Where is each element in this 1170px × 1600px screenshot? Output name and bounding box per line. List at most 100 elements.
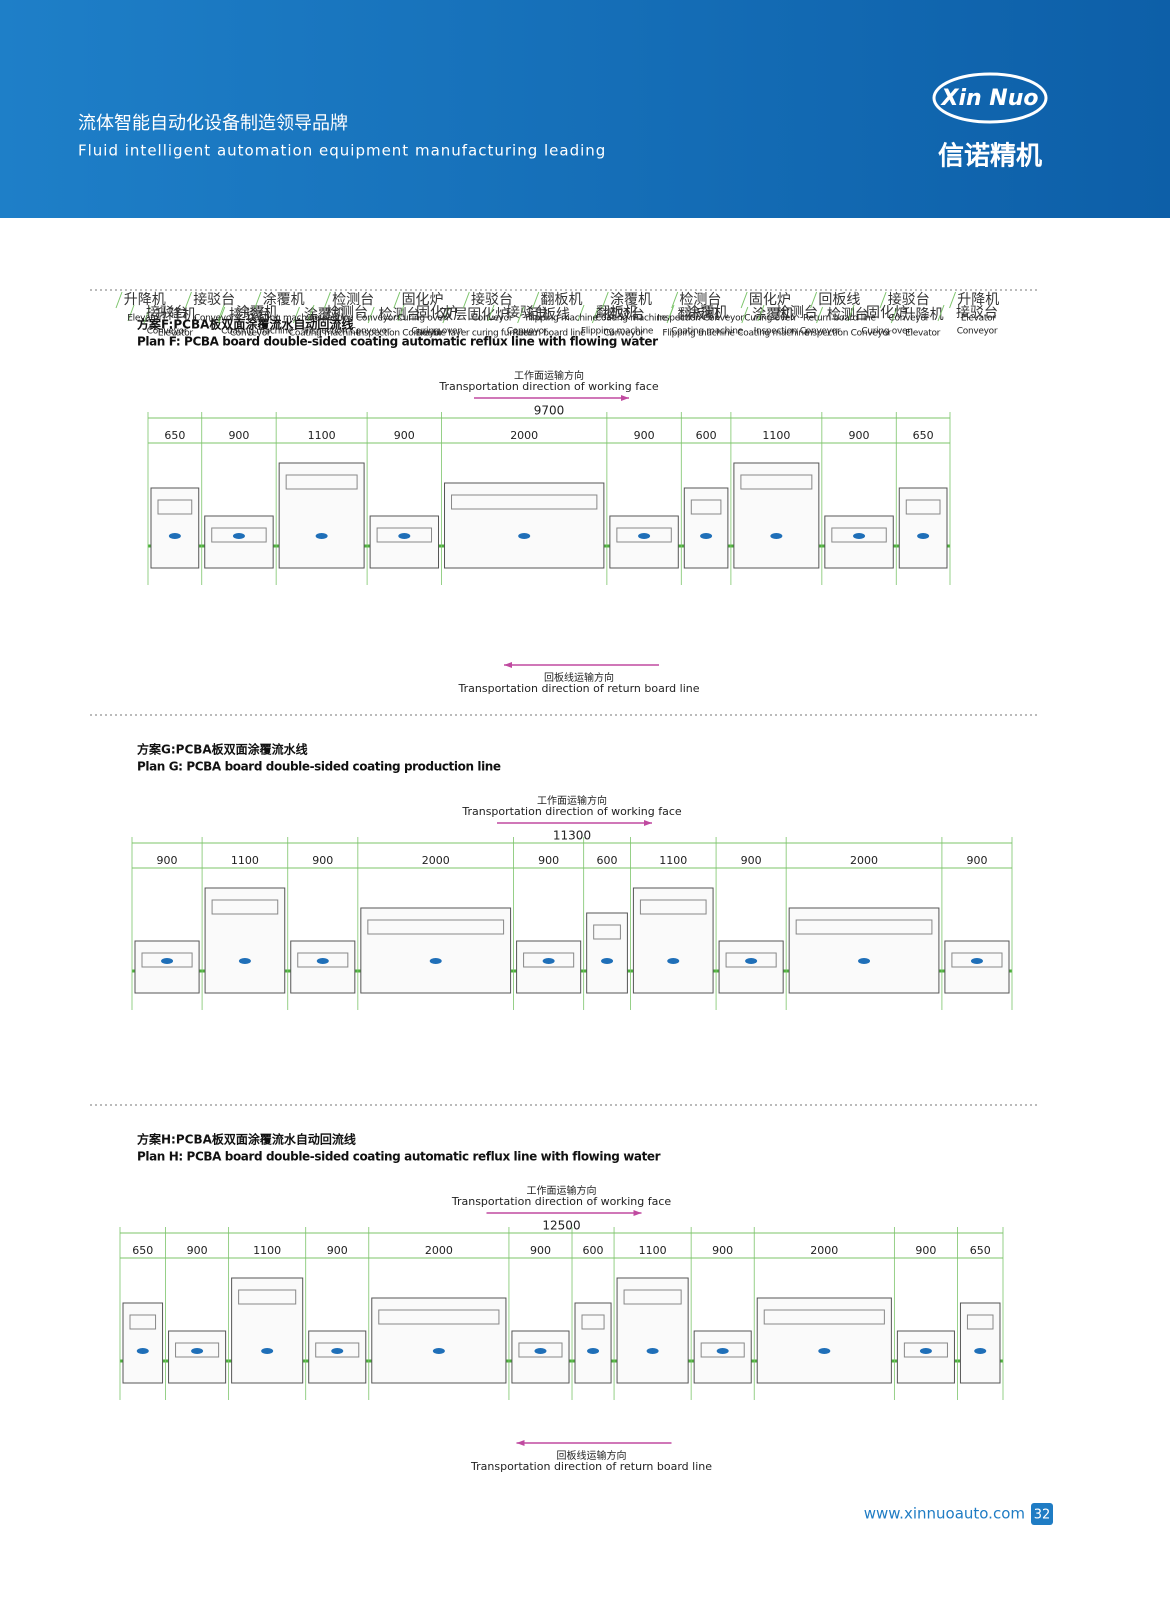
label-slash <box>577 304 585 322</box>
machine-logo <box>770 533 783 539</box>
label-slash <box>810 291 818 309</box>
machine-cn: 涂覆机 <box>236 305 278 321</box>
machine-logo <box>331 1348 344 1354</box>
machine-panel <box>795 919 933 935</box>
machine-en: Inspection Conveyor <box>304 327 391 337</box>
machine-cn: 检测台 <box>679 292 721 308</box>
label-slash <box>667 304 675 322</box>
machine-panel <box>831 527 887 543</box>
machine-cn: 检测台 <box>379 307 421 323</box>
arrow-head <box>504 662 512 668</box>
machine-en: Coating machine <box>671 327 744 337</box>
machine-en: Elevator <box>905 329 941 339</box>
plan-title-cn: 方案G:PCBA板双面涂覆流水线 <box>137 742 308 757</box>
machine-logo <box>667 958 680 964</box>
machine-cn: 接驳台 <box>506 304 548 321</box>
machine-cn: 检测台 <box>776 305 818 321</box>
machine-en: Coating machine <box>221 327 294 337</box>
segment-length: 1100 <box>762 429 790 442</box>
machine-logo <box>168 533 181 539</box>
machine-en: Return board line <box>803 314 876 324</box>
label-slash <box>816 306 824 324</box>
page-number: 32 <box>1034 1508 1051 1523</box>
machine-panel <box>700 1342 745 1358</box>
brand-cn: 信诺精机 <box>938 142 1042 172</box>
machine-logo <box>587 1348 600 1354</box>
machine-cn: 接驳台 <box>471 291 513 308</box>
direction-en: Transportation direction of working face <box>438 380 659 393</box>
arrow-head <box>516 1440 525 1446</box>
machine <box>278 462 365 569</box>
machine-logo <box>919 1348 932 1354</box>
page-badge <box>1031 1503 1053 1525</box>
machine-en: Inspection Conveyor <box>310 314 397 324</box>
machine-en: Curing oven <box>411 327 462 337</box>
segment-length: 900 <box>394 429 415 442</box>
machine-panel <box>690 499 722 515</box>
machine-logo <box>638 533 651 539</box>
machine-panel <box>623 1289 682 1305</box>
label-slash <box>601 291 609 309</box>
machine-en: Curing oven <box>397 314 448 324</box>
machine-logo <box>429 958 442 964</box>
segment-length: 1100 <box>231 854 259 867</box>
arrow-head <box>621 395 629 401</box>
machine-panel <box>367 919 505 935</box>
machine-logo <box>818 1348 831 1354</box>
segment-length: 900 <box>312 854 333 867</box>
machine-panel <box>639 899 707 915</box>
direction-cn: 工作面运输方向 <box>514 369 584 382</box>
total-length: 12500 <box>542 1219 580 1233</box>
machine-en: Conveyor <box>472 314 513 324</box>
machine-cn: 涂覆机 <box>686 305 728 321</box>
segment-length: 900 <box>849 429 870 442</box>
machine-panel <box>951 952 1003 968</box>
segment-length: 900 <box>157 854 178 867</box>
label-slash <box>292 306 300 324</box>
label-slash <box>937 304 945 322</box>
machine <box>632 887 714 994</box>
segment-length: 900 <box>228 429 249 442</box>
machine-cn: 检测台 <box>332 292 374 308</box>
plan-title-en: Plan H: PCBA board double-sided coating … <box>137 1150 661 1164</box>
machine <box>616 1277 689 1384</box>
machine-logo <box>518 533 531 539</box>
machine-panel <box>518 1342 563 1358</box>
machine-cn: 固化炉 <box>402 292 444 308</box>
segment-length: 2000 <box>425 1244 453 1257</box>
machine-panel <box>581 1314 605 1330</box>
label-slash <box>890 306 898 324</box>
segment-length: 650 <box>970 1244 991 1257</box>
machine-panel <box>297 952 349 968</box>
machine-logo <box>238 958 251 964</box>
machine-en: Conveyor <box>230 329 271 339</box>
machine-panel <box>238 1289 297 1305</box>
label-slash <box>367 306 375 324</box>
label-slash <box>487 304 495 322</box>
machine-panel <box>211 899 279 915</box>
machine-en: Coating machine <box>737 329 810 339</box>
machine-logo <box>745 958 758 964</box>
return-en: Transportation direction of return board… <box>458 682 700 695</box>
machine-en: Inspection Conveyor <box>754 327 841 337</box>
machine-panel <box>725 952 777 968</box>
machine <box>360 907 512 994</box>
label-slash <box>591 306 599 324</box>
machine-panel <box>905 499 941 515</box>
machine <box>733 462 820 569</box>
segment-length: 900 <box>530 1244 551 1257</box>
machine-panel <box>616 527 672 543</box>
direction-cn: 工作面运输方向 <box>537 794 607 807</box>
plan-title-cn: 方案H:PCBA板双面涂覆流水自动回流线 <box>137 1132 356 1147</box>
machine-panel <box>451 494 598 510</box>
machine <box>788 907 940 994</box>
machine-en: Inspection Conveyor <box>805 329 892 339</box>
machine-en: Conveyor <box>603 329 644 339</box>
machine-logo <box>700 533 713 539</box>
machine-logo <box>542 958 555 964</box>
total-length: 9700 <box>534 404 565 418</box>
segment-length: 900 <box>712 1244 733 1257</box>
machine-en: Inspection Conveyor <box>356 329 443 339</box>
machine-cn: 固化炉 <box>416 305 458 321</box>
machine-panel <box>523 952 575 968</box>
